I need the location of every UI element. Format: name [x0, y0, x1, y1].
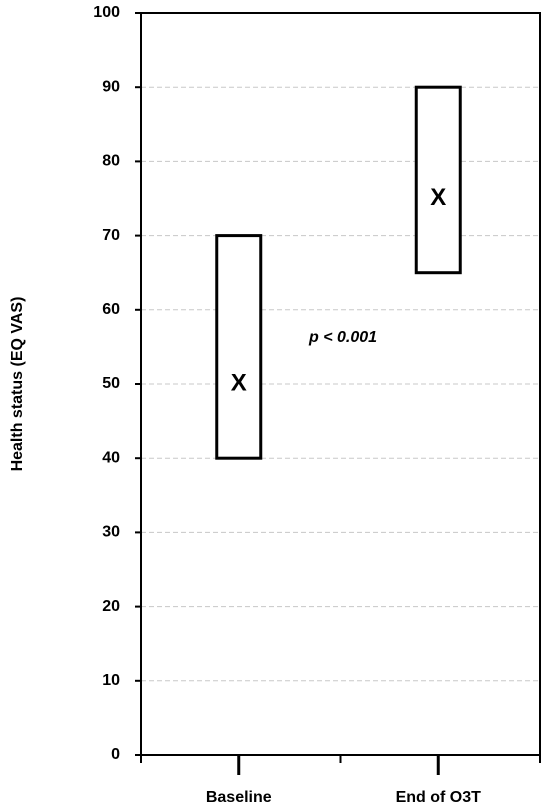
y-tick-label: 0 [111, 746, 120, 763]
x-tick-label: Baseline [206, 789, 272, 806]
y-tick-label: 90 [102, 78, 120, 95]
range-bar [414, 85, 462, 275]
x-tick-label: End of O3T [396, 789, 482, 806]
y-tick-label: 70 [102, 227, 120, 244]
y-tick-label: 80 [102, 153, 120, 170]
range-bar [215, 234, 263, 460]
annotation: p < 0.001 [308, 329, 377, 346]
mean-marker: X [430, 184, 446, 211]
y-tick-label: 10 [102, 672, 120, 689]
y-axis-label: Health status (EQ VAS) [9, 297, 26, 472]
y-tick-label: 30 [102, 524, 120, 541]
y-tick-label: 100 [93, 4, 120, 21]
y-tick-label: 50 [102, 375, 120, 392]
y-tick-label: 60 [102, 301, 120, 318]
y-tick-label: 20 [102, 598, 120, 615]
y-tick-label: 40 [102, 449, 120, 466]
mean-marker: X [231, 369, 247, 396]
